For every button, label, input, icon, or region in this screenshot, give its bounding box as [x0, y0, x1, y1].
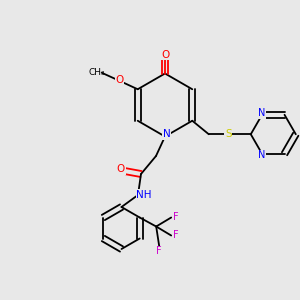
- Text: O: O: [117, 164, 125, 175]
- Text: F: F: [173, 230, 178, 241]
- Text: N: N: [258, 150, 266, 160]
- Text: N: N: [163, 129, 170, 139]
- Text: F: F: [156, 246, 162, 256]
- Text: NH: NH: [136, 190, 152, 200]
- Text: F: F: [173, 212, 178, 223]
- Text: N: N: [258, 108, 266, 118]
- Text: CH₃: CH₃: [89, 68, 106, 77]
- Text: O: O: [116, 75, 124, 85]
- Text: O: O: [161, 50, 169, 60]
- Text: S: S: [225, 129, 232, 139]
